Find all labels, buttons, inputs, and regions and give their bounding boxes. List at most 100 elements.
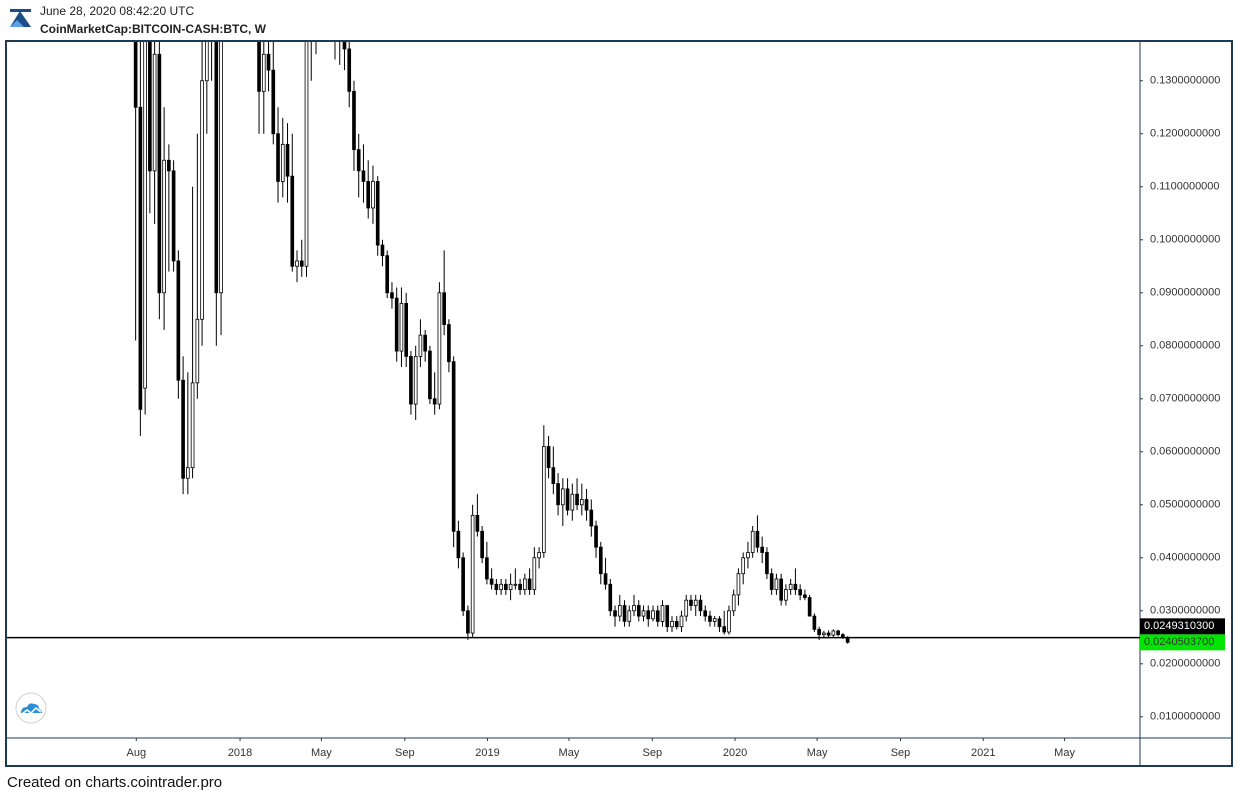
y-tick-label: 0.0100000000 bbox=[1150, 711, 1220, 723]
candle-body bbox=[575, 493, 579, 506]
candle-body bbox=[603, 573, 608, 585]
candle-body bbox=[646, 610, 651, 620]
candle-body bbox=[617, 605, 622, 617]
candle-body bbox=[836, 630, 840, 636]
candle-body bbox=[489, 578, 494, 585]
candle-body bbox=[727, 610, 731, 633]
candle-body bbox=[731, 594, 736, 612]
x-tick-label: May bbox=[807, 747, 828, 759]
candle-body bbox=[622, 605, 627, 622]
candle-body bbox=[466, 610, 470, 634]
candle-body bbox=[461, 557, 465, 612]
candle-body bbox=[584, 499, 589, 511]
candle-body bbox=[456, 530, 461, 559]
y-tick-label: 0.0700000000 bbox=[1150, 393, 1220, 405]
candle-body bbox=[295, 260, 299, 267]
y-tick-label: 0.0900000000 bbox=[1150, 287, 1220, 299]
candle-body bbox=[736, 573, 741, 596]
candle-body bbox=[257, 42, 261, 92]
candle-body bbox=[532, 557, 537, 590]
x-tick-label: Sep bbox=[643, 747, 663, 759]
candle-body bbox=[632, 605, 636, 612]
candle-body bbox=[746, 552, 750, 559]
x-tick-label: Sep bbox=[395, 747, 415, 759]
candle-body bbox=[712, 618, 717, 622]
x-tick-label: 2020 bbox=[723, 747, 747, 759]
x-tick-label: May bbox=[559, 747, 580, 759]
candle-body bbox=[347, 48, 352, 92]
candle-body bbox=[171, 170, 176, 262]
watermark-logo bbox=[15, 692, 47, 724]
y-tick-label: 0.1300000000 bbox=[1150, 75, 1220, 87]
candle-body bbox=[352, 90, 356, 151]
candle-body bbox=[157, 53, 162, 294]
candle-body bbox=[413, 355, 418, 405]
last-price-label: 0.0240503700 bbox=[1144, 636, 1214, 648]
candle-body bbox=[271, 69, 276, 135]
horizontal-line-label: 0.0249310300 bbox=[1144, 620, 1214, 632]
y-tick-label: 0.1200000000 bbox=[1150, 128, 1220, 140]
candle-body bbox=[390, 292, 394, 299]
candle-body bbox=[812, 615, 817, 630]
candle-body bbox=[684, 599, 689, 617]
candle-body bbox=[423, 334, 427, 352]
candle-body bbox=[361, 170, 366, 182]
candle-body bbox=[551, 467, 556, 484]
candle-body bbox=[366, 181, 371, 209]
candle-body bbox=[485, 557, 489, 580]
candle-body bbox=[807, 597, 812, 617]
candle-body bbox=[769, 573, 774, 590]
candle-body bbox=[380, 244, 385, 257]
candle-body bbox=[432, 398, 437, 405]
horizontal-line-label-box bbox=[1140, 618, 1225, 635]
candle-body bbox=[570, 493, 575, 511]
candle-body bbox=[513, 583, 518, 586]
candle-body bbox=[375, 181, 380, 246]
candle-body bbox=[542, 446, 546, 553]
candle-body bbox=[594, 525, 598, 548]
candle-body bbox=[765, 552, 769, 575]
candle-body bbox=[394, 297, 399, 352]
timestamp: June 28, 2020 08:42:20 UTC bbox=[40, 4, 194, 18]
x-tick-label: Aug bbox=[127, 747, 147, 759]
candle-body bbox=[760, 546, 764, 553]
candle-body bbox=[162, 159, 166, 294]
candle-body bbox=[598, 546, 603, 575]
candle-body bbox=[546, 446, 551, 469]
y-tick-label: 0.0600000000 bbox=[1150, 446, 1220, 458]
candle-body bbox=[181, 379, 185, 479]
candle-body bbox=[200, 80, 204, 320]
candle-body bbox=[803, 594, 807, 598]
candle-body bbox=[698, 599, 703, 612]
candle-body bbox=[565, 488, 570, 511]
candle-body bbox=[651, 610, 655, 620]
candle-body bbox=[205, 42, 209, 82]
candle-body bbox=[304, 42, 309, 267]
candle-body bbox=[817, 628, 821, 636]
candle-body bbox=[494, 583, 499, 590]
candle-body bbox=[385, 255, 390, 294]
candle-body bbox=[219, 42, 223, 294]
candle-body bbox=[741, 557, 746, 575]
y-tick-label: 0.0500000000 bbox=[1150, 499, 1220, 511]
candle-body bbox=[722, 626, 727, 633]
candle-body bbox=[418, 334, 423, 357]
candle-body bbox=[195, 318, 200, 384]
y-tick-label: 0.0800000000 bbox=[1150, 340, 1220, 352]
candle-body bbox=[261, 53, 266, 92]
chart-title: CoinMarketCap:BITCOIN-CASH:BTC, W bbox=[40, 22, 267, 36]
candle-body bbox=[636, 605, 641, 617]
caption: Created on charts.cointrader.pro bbox=[7, 774, 222, 791]
candle-body bbox=[774, 578, 779, 590]
candle-body bbox=[437, 292, 442, 405]
candle-body bbox=[442, 292, 446, 325]
candle-body bbox=[299, 260, 304, 267]
x-tick-label: 2018 bbox=[228, 747, 252, 759]
y-tick-label: 0.1100000000 bbox=[1150, 181, 1220, 193]
candle-body bbox=[537, 552, 541, 559]
candle-body bbox=[371, 181, 375, 209]
candle-body bbox=[399, 302, 404, 352]
candle-body bbox=[356, 149, 361, 172]
